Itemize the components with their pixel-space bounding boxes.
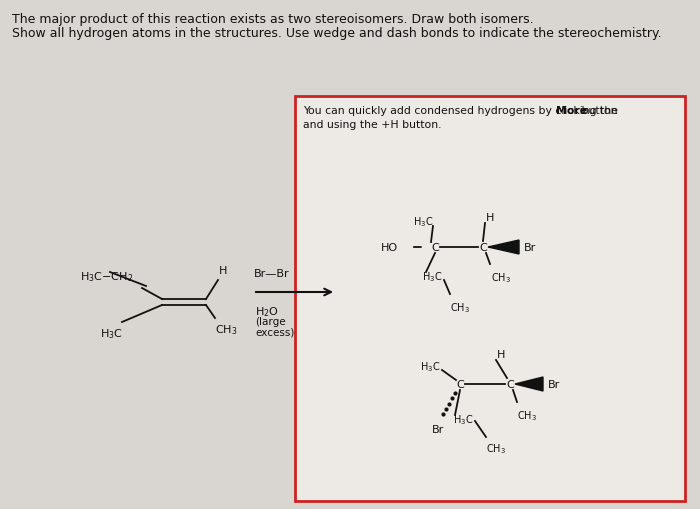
Text: CH$_3$: CH$_3$ [450, 300, 470, 314]
Text: HO: HO [381, 242, 398, 252]
Text: C: C [506, 379, 514, 389]
Text: CH$_3$: CH$_3$ [491, 270, 511, 284]
Text: H$_3$C$-$CH$_2$: H$_3$C$-$CH$_2$ [80, 269, 133, 283]
Text: C: C [431, 242, 439, 252]
Text: H$_2$O: H$_2$O [255, 304, 279, 318]
Text: H$_3$C: H$_3$C [422, 270, 442, 284]
Text: (large: (large [255, 317, 286, 326]
Text: H: H [486, 213, 494, 222]
Text: Br: Br [548, 379, 560, 389]
Text: C: C [479, 242, 487, 252]
Text: button: button [578, 106, 617, 116]
Text: Br—Br: Br—Br [254, 268, 290, 278]
Text: H$_3$C: H$_3$C [420, 359, 440, 373]
Text: H$_3$C: H$_3$C [453, 412, 473, 426]
Text: C: C [456, 379, 464, 389]
Text: More: More [556, 106, 587, 116]
Polygon shape [488, 241, 519, 254]
Text: Br: Br [524, 242, 536, 252]
Text: excess): excess) [255, 327, 295, 337]
Text: Show all hydrogen atoms in the structures. Use wedge and dash bonds to indicate : Show all hydrogen atoms in the structure… [12, 27, 661, 40]
Text: H: H [497, 349, 505, 359]
Text: CH$_3$: CH$_3$ [215, 322, 237, 336]
Text: The major product of this reaction exists as two stereoisomers. Draw both isomer: The major product of this reaction exist… [12, 13, 533, 26]
Text: Br: Br [432, 424, 444, 434]
Text: You can quickly add condensed hydrogens by clicking the: You can quickly add condensed hydrogens … [303, 106, 622, 116]
Text: and using the +H button.: and using the +H button. [303, 120, 442, 130]
Bar [295, 97, 685, 501]
Text: H: H [219, 266, 228, 275]
Text: H$_3$C: H$_3$C [413, 215, 433, 229]
Text: CH$_3$: CH$_3$ [486, 441, 506, 455]
Text: CH$_3$: CH$_3$ [517, 408, 537, 422]
Text: H$_3$C: H$_3$C [100, 326, 123, 340]
Polygon shape [515, 377, 543, 391]
